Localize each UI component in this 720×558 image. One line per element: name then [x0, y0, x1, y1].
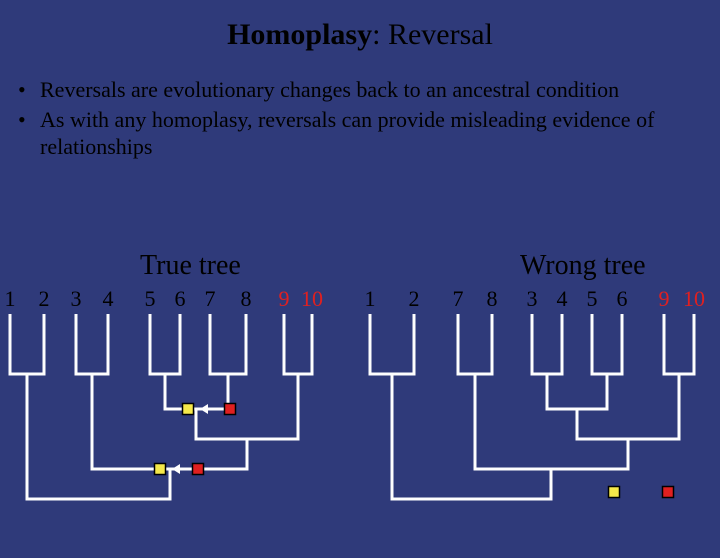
- leaf-label: 4: [557, 286, 568, 312]
- leaf-label: 2: [39, 286, 50, 312]
- title-bold: Homoplasy: [227, 18, 372, 51]
- leaf-label: 4: [103, 286, 114, 312]
- right-tree-title: Wrong tree: [520, 250, 646, 282]
- leaf-label: 1: [5, 286, 16, 312]
- leaf-label: 8: [487, 286, 498, 312]
- bullet-item: • As with any homoplasy, reversals can p…: [18, 106, 702, 161]
- leaf-label: 5: [145, 286, 156, 312]
- leaf-label: 3: [527, 286, 538, 312]
- leaf-label: 6: [617, 286, 628, 312]
- leaf-label: 6: [175, 286, 186, 312]
- phylogeny-diagram: [0, 314, 720, 534]
- title-rest: : Reversal: [372, 18, 493, 51]
- bullet-dot: •: [18, 76, 40, 104]
- leaf-label: 9: [659, 286, 670, 312]
- leaf-label: 10: [683, 286, 705, 312]
- leaf-label: 7: [205, 286, 216, 312]
- leaf-label: 5: [587, 286, 598, 312]
- bullet-text: Reversals are evolutionary changes back …: [40, 76, 702, 104]
- leaf-label: 3: [71, 286, 82, 312]
- bullet-list: • Reversals are evolutionary changes bac…: [18, 76, 702, 161]
- leaf-labels: 1234567891012783456910: [0, 286, 720, 314]
- leaf-label: 10: [301, 286, 323, 312]
- leaf-label: 7: [453, 286, 464, 312]
- left-tree-title: True tree: [140, 250, 241, 282]
- leaf-label: 2: [409, 286, 420, 312]
- slide-title: Homoplasy: Reversal: [0, 18, 720, 52]
- leaf-label: 8: [241, 286, 252, 312]
- leaf-label: 9: [279, 286, 290, 312]
- bullet-dot: •: [18, 106, 40, 161]
- bullet-text: As with any homoplasy, reversals can pro…: [40, 106, 702, 161]
- leaf-label: 1: [365, 286, 376, 312]
- bullet-item: • Reversals are evolutionary changes bac…: [18, 76, 702, 104]
